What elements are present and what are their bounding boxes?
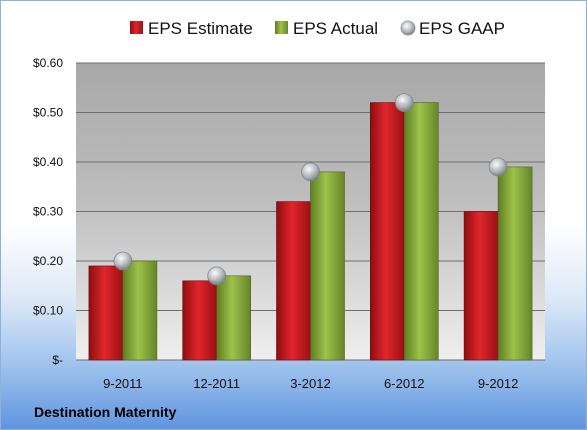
bar-eps-actual — [403, 102, 439, 361]
legend: EPS Estimate EPS Actual EPS GAAP — [130, 19, 505, 38]
marker-eps-gaap — [394, 93, 414, 112]
y-tick-label: $0.40 — [33, 155, 63, 169]
x-tick-label: 9-2011 — [103, 376, 143, 391]
marker-eps-gaap — [488, 157, 508, 177]
legend-label-eps-estimate: EPS Estimate — [148, 19, 253, 38]
marker-eps-gaap — [113, 251, 133, 271]
x-tick-label: 12-2011 — [193, 376, 240, 391]
bar-eps-estimate — [369, 102, 405, 361]
bar-eps-estimate — [88, 265, 124, 361]
x-tick-label: 6-2012 — [384, 376, 424, 391]
x-tick-label: 9-2012 — [478, 376, 518, 391]
y-tick-label: $0.60 — [33, 56, 63, 70]
legend-swatch-eps-estimate — [130, 21, 143, 34]
company-name: Destination Maternity — [34, 404, 177, 420]
bar-eps-estimate — [182, 280, 217, 361]
gaap-markers — [113, 93, 508, 286]
legend-label-eps-gaap: EPS GAAP — [419, 19, 505, 38]
marker-eps-gaap — [301, 162, 320, 182]
y-tick-label: $0.10 — [33, 304, 63, 318]
x-axis: 9-2011 12-2011 3-2012 6-2012 9-2012 — [103, 376, 518, 391]
y-axis: $- $0.10 $0.20 $0.30 $0.40 $0.50 $0.60 — [33, 56, 63, 367]
bar-eps-actual — [216, 275, 251, 361]
y-tick-label: $0.30 — [33, 205, 63, 219]
marker-eps-gaap — [207, 266, 227, 286]
legend-swatch-eps-actual — [275, 21, 288, 34]
legend-label-eps-actual: EPS Actual — [293, 19, 378, 38]
y-tick-label: $0.50 — [33, 106, 63, 120]
bar-eps-actual — [122, 260, 158, 361]
bar-eps-estimate — [463, 211, 499, 361]
bar-eps-estimate — [276, 201, 311, 361]
bar-eps-actual — [497, 166, 533, 361]
legend-marker-eps-gaap — [400, 20, 416, 36]
y-tick-label: $- — [52, 353, 63, 367]
bars — [88, 102, 533, 361]
bar-eps-actual — [310, 171, 345, 361]
x-tick-label: 3-2012 — [290, 376, 330, 391]
y-tick-label: $0.20 — [33, 254, 63, 268]
